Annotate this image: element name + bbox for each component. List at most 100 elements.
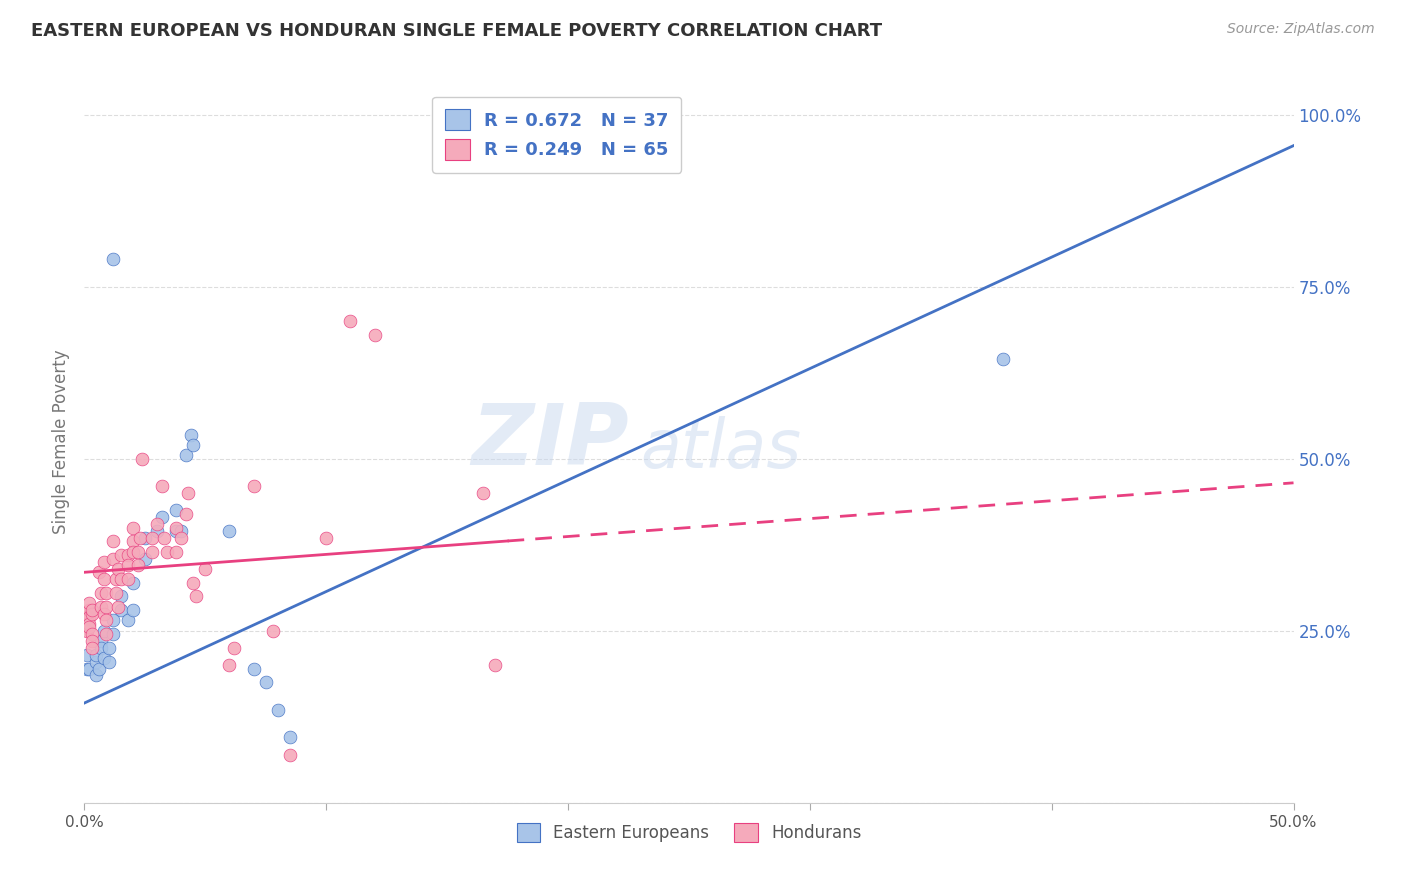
Point [76,616,98,631]
Point [242,479,264,493]
Point [121,603,143,617]
Point [93,651,115,665]
Point [94,614,117,628]
Point [110,590,132,604]
Point [117,548,139,562]
Point [97,640,120,655]
Point [127,558,149,573]
Point [86,655,108,669]
Point [363,327,385,342]
Point [170,524,193,538]
Point [165,520,187,534]
Point [77,610,100,624]
Point [103,551,125,566]
Point [315,531,337,545]
Point [110,572,132,586]
Point [484,658,506,673]
Point [472,486,495,500]
Point [107,562,129,576]
Point [90,599,112,614]
Point [254,675,277,690]
Text: ZIP: ZIP [471,400,628,483]
Point [76,648,98,662]
Point [155,544,177,558]
Point [150,479,173,493]
Point [77,662,100,676]
Point [93,624,115,638]
Point [150,510,173,524]
Point [129,531,152,545]
Point [90,640,112,655]
Point [181,438,204,452]
Point [117,558,139,573]
Point [267,703,290,717]
Point [170,531,193,545]
Legend: Eastern Europeans, Hondurans: Eastern Europeans, Hondurans [510,816,868,848]
Point [93,555,115,569]
Point [90,634,112,648]
Point [86,648,108,662]
Point [103,534,125,549]
Point [110,603,132,617]
Text: Source: ZipAtlas.com: Source: ZipAtlas.com [1227,22,1375,37]
Point [93,572,115,586]
Point [103,252,125,267]
Point [121,575,143,590]
Point [104,586,127,600]
Point [77,603,100,617]
Point [93,607,115,621]
Point [94,586,117,600]
Point [104,572,127,586]
Point [165,524,187,538]
Point [224,640,246,655]
Point [80,627,103,641]
Point [218,658,240,673]
Point [117,572,139,586]
Point [76,662,98,676]
Point [117,614,139,628]
Point [87,566,110,580]
Text: EASTERN EUROPEAN VS HONDURAN SINGLE FEMALE POVERTY CORRELATION CHART: EASTERN EUROPEAN VS HONDURAN SINGLE FEMA… [31,22,882,40]
Point [121,534,143,549]
Point [146,517,169,532]
Point [121,544,143,558]
Point [174,448,197,462]
Point [218,524,240,538]
Point [80,634,103,648]
Point [76,624,98,638]
Point [194,562,217,576]
Point [165,544,187,558]
Point [177,486,200,500]
Point [86,668,108,682]
Point [90,586,112,600]
Point [174,507,197,521]
Point [80,640,103,655]
Point [153,531,176,545]
Point [339,314,361,328]
Point [165,503,187,517]
Y-axis label: Single Female Poverty: Single Female Poverty [52,350,70,533]
Point [77,620,100,634]
Point [134,531,156,545]
Point [127,544,149,558]
Point [97,655,120,669]
Point [180,427,202,442]
Point [278,747,301,762]
Point [242,662,264,676]
Point [77,616,100,631]
Point [181,575,204,590]
Point [103,614,125,628]
Text: atlas: atlas [641,416,801,482]
Point [80,607,103,621]
Point [121,520,143,534]
Point [107,599,129,614]
Point [76,610,98,624]
Point [262,624,284,638]
Point [141,544,163,558]
Point [110,548,132,562]
Point [103,627,125,641]
Point [184,590,207,604]
Point [993,351,1015,366]
Point [134,551,156,566]
Point [278,731,301,745]
